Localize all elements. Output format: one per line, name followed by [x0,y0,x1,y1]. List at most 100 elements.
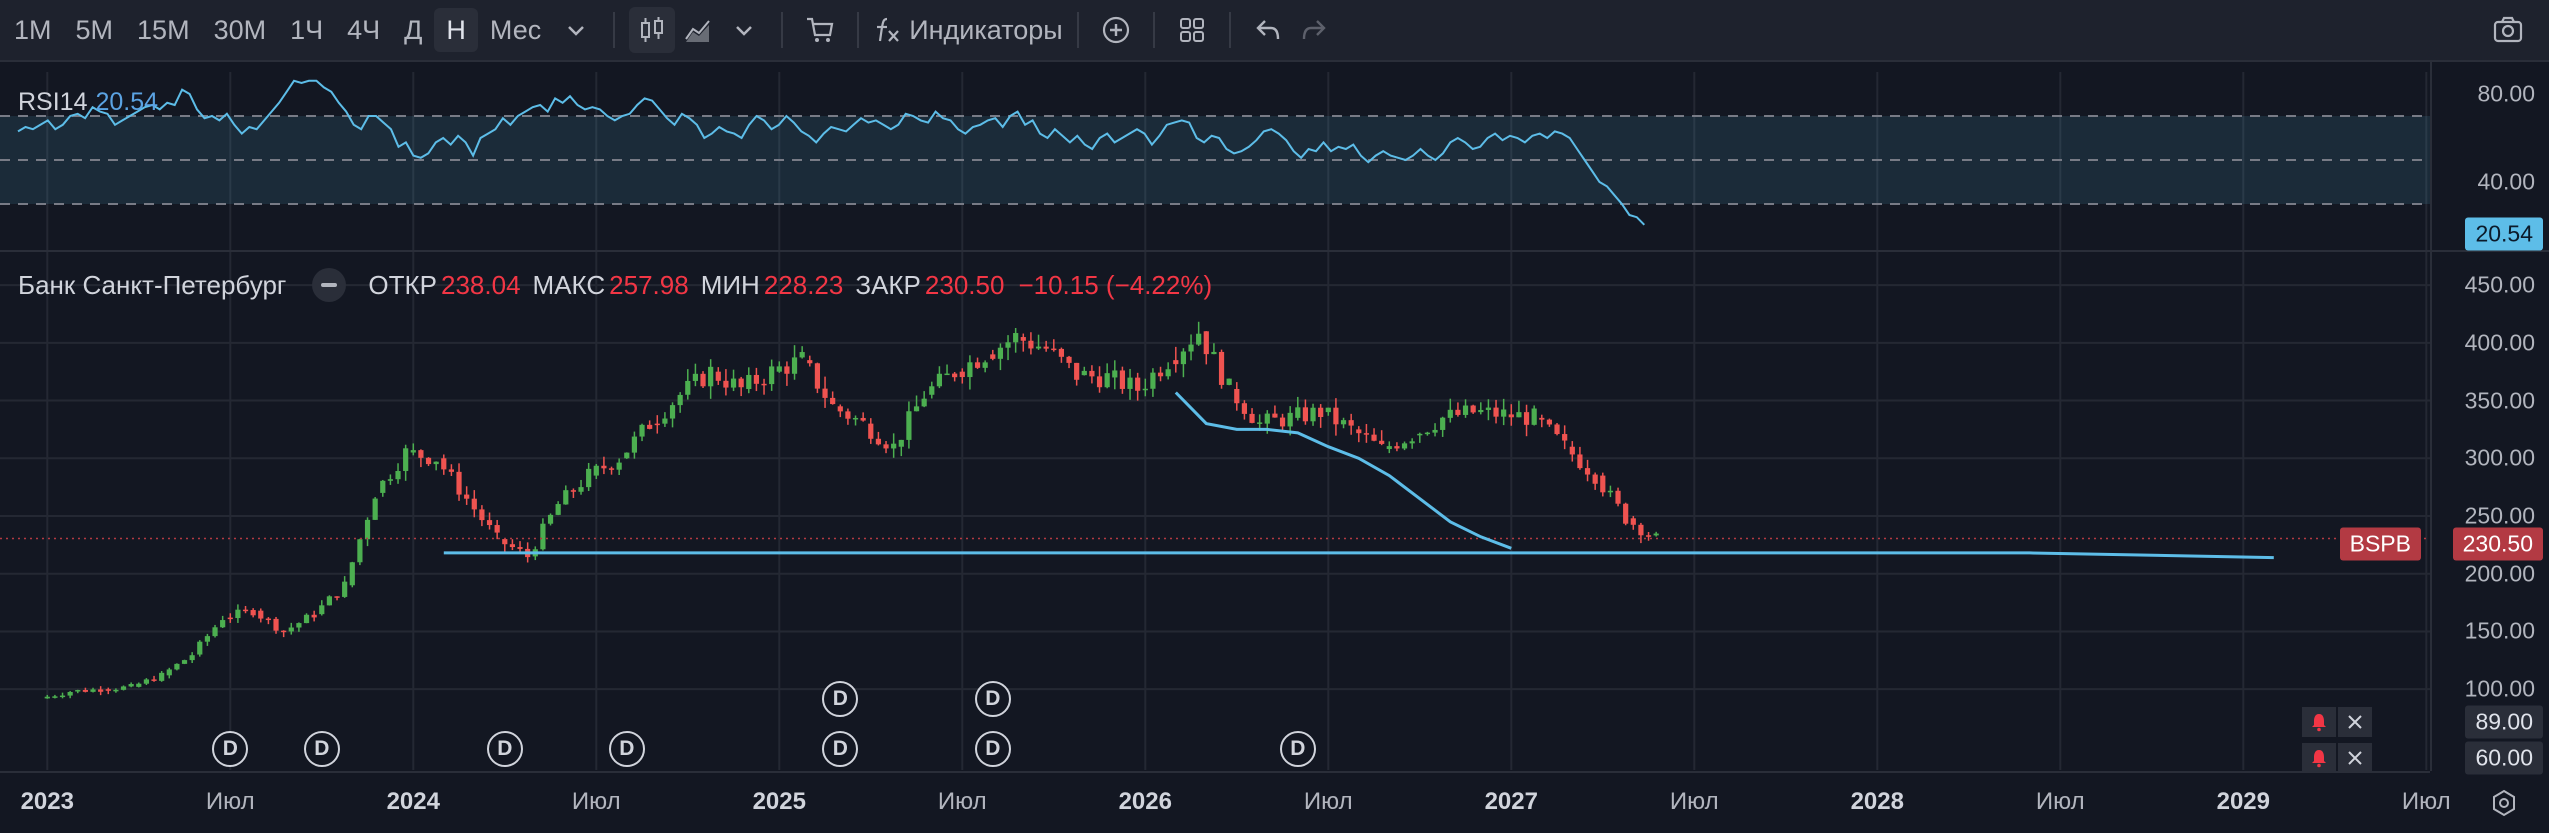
timeframe-7[interactable]: Н [434,8,478,52]
timeframe-6[interactable]: Д [404,15,423,45]
candle-body [692,373,699,381]
candle-body [403,448,409,472]
candle-body [776,366,782,372]
dividend-marker[interactable]: D [1279,731,1316,767]
candle-body [1577,454,1583,469]
rsi-line [17,79,1646,226]
candle-body [395,471,401,480]
candle-body [311,614,317,618]
dividend-marker[interactable]: D [974,731,1011,767]
time-axis[interactable] [0,771,2430,833]
area-chart-type-button[interactable] [675,7,721,53]
layout-button[interactable] [1169,7,1215,53]
chart-type-dropdown-button[interactable] [721,7,767,53]
alert-remove-button[interactable] [2338,707,2372,737]
alert-bell-button[interactable] [2302,707,2336,737]
candle-body [700,373,706,387]
price-axis-label: 200.00 [2464,560,2535,587]
time-label-year: 2028 [1850,788,1904,815]
pane-divider[interactable] [0,250,2549,252]
candle-body [349,562,355,586]
candle-body [608,468,615,470]
dividend-marker[interactable]: D [608,731,645,767]
timeframe-dropdown-button[interactable] [553,7,599,53]
candle-body [1096,376,1103,388]
grid-layout-icon [1179,18,1204,42]
candle-body [1379,440,1385,444]
candle-body [1318,407,1324,418]
dividend-marker[interactable]: D [486,731,523,767]
candle-body [1089,370,1095,377]
timeframe-2[interactable]: 15М [137,15,190,45]
candle-body [921,398,927,407]
add-button[interactable] [1093,7,1139,53]
redo-button[interactable] [1291,7,1337,53]
rsi-axis-label: 80.00 [2477,80,2535,107]
screenshot-button[interactable] [2485,7,2531,53]
trade-button[interactable] [797,7,843,53]
rsi-legend: RSI14 20.54 [18,88,158,117]
time-label-month: Июл [2035,788,2085,815]
indicators-button[interactable]: Индикаторы [873,15,1063,46]
candle-body [425,457,432,465]
alert-remove-button[interactable] [2338,743,2372,773]
candle-body [753,374,760,384]
undo-button[interactable] [1245,7,1291,53]
last-price-tag: 230.50 [2452,527,2543,561]
timeframe-0[interactable]: 1М [14,15,52,45]
candle-body [227,617,233,620]
candle-body [1584,468,1591,475]
dividend-marker[interactable]: D [303,731,340,767]
alert-bell-button[interactable] [2302,743,2336,773]
candle-body [448,469,455,472]
candle-body [1386,446,1392,450]
candle-body [235,609,241,619]
hide-series-button[interactable] [312,268,347,302]
price-overlays [0,391,2430,560]
candle-body [1645,535,1652,537]
timeframe-1[interactable]: 5М [75,15,114,45]
candle-body [578,487,584,492]
timeframe-5[interactable]: 4Ч [347,15,381,45]
timeframe-4[interactable]: 1Ч [290,15,324,45]
candle-body [242,609,249,612]
candle-body [906,411,912,440]
candle-body [517,547,523,549]
time-label-month: Июл [1669,788,1719,815]
high-label: МАКС [532,269,606,300]
rsi-pane [0,79,2430,226]
candle-body [189,655,195,661]
time-label-year: 2027 [1484,788,1538,815]
candles-chart-type-button[interactable] [629,7,676,53]
candle-body [75,690,81,692]
dividend-marker[interactable]: D [822,681,859,717]
candle-body [105,689,111,691]
candle-body [1562,434,1568,441]
undo-icon [1256,20,1279,40]
candle-body [1592,474,1598,484]
timeframe-8[interactable]: Мес [489,15,542,45]
candle-body [837,406,843,412]
candle-body [1066,356,1072,363]
candle-body [1638,524,1644,536]
candle-body [563,490,569,505]
candle-body [1211,351,1217,355]
candle-body [1394,446,1400,449]
candle-body [1188,344,1194,352]
candle-body [1363,433,1370,435]
dividend-marker[interactable]: D [974,681,1011,717]
candle-body [1432,429,1438,433]
rsi-value: 20.54 [95,88,159,116]
price-axis[interactable] [2430,60,2549,771]
timeframe-3[interactable]: 30М [213,15,267,45]
dividend-marker[interactable]: D [822,731,859,767]
price-axis-label: 450.00 [2464,271,2535,298]
axis-settings-button[interactable] [2489,788,2519,823]
chart-canvas[interactable] [0,0,2430,771]
candle-body [319,605,325,615]
candle-body [1478,409,1484,413]
candle-body [1234,389,1240,404]
dividend-marker[interactable]: D [212,731,249,767]
price-axis-label: 250.00 [2464,502,2535,529]
high-value: 257.98 [609,269,689,300]
